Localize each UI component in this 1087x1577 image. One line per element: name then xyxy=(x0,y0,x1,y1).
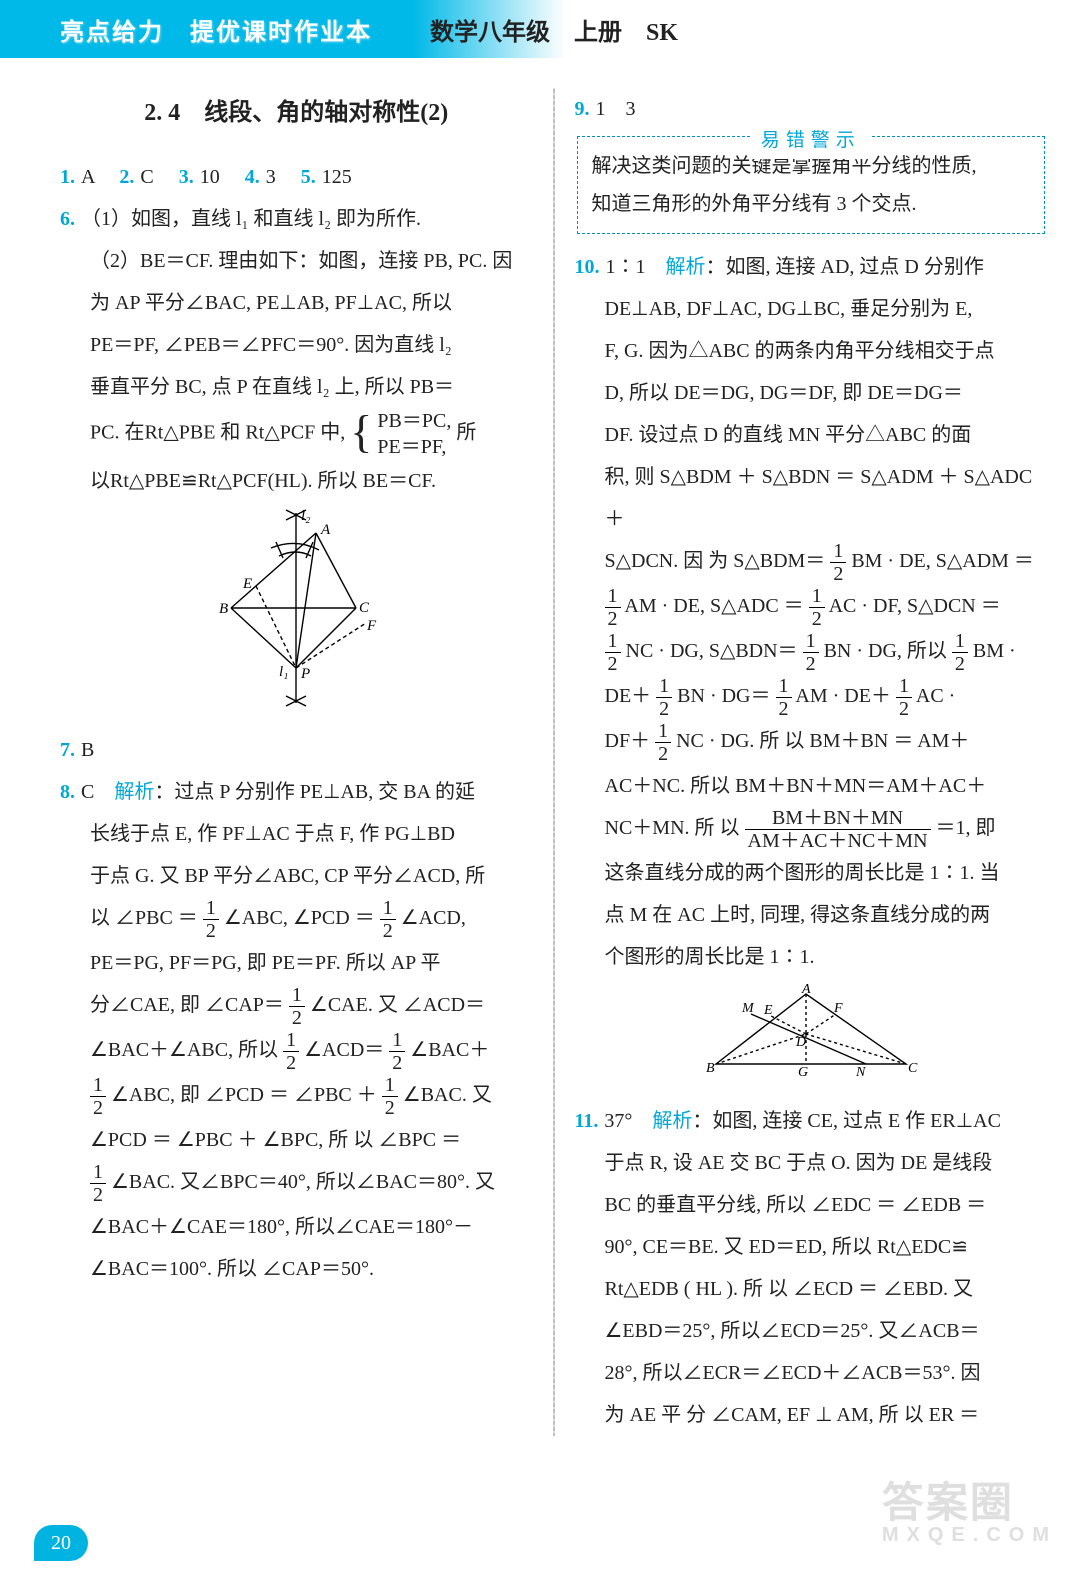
column-divider xyxy=(553,88,555,1436)
q6-diagram: l₂ A E B C F P l₁ xyxy=(60,508,533,723)
q8-line: 8.C 解析：过点 P 分别作 PE⊥AB, 交 BA 的延 xyxy=(60,771,533,813)
left-brace-icon: { xyxy=(350,410,372,454)
q5-num: 5. xyxy=(301,166,316,188)
q10-diagram: A M E F D B G N C xyxy=(575,984,1048,1094)
answers-row-1: 1.A 2.C 3.10 4.3 5.125 xyxy=(60,156,533,198)
warning-box: 易错警示 解决这类问题的关键是掌握角平分线的性质, 知道三角形的外角平分线有 3… xyxy=(577,136,1046,234)
warning-title: 易错警示 xyxy=(751,123,871,159)
header-series-title: 亮点给力 提优课时作业本 xyxy=(0,12,372,47)
watermark: 答案圈 MXQE.COM xyxy=(882,1469,1057,1547)
q11-line: 11.37° 解析：如图, 连接 CE, 过点 E 作 ER⊥AC xyxy=(575,1100,1048,1142)
svg-text:B: B xyxy=(706,1061,715,1076)
svg-text:P: P xyxy=(300,666,310,682)
svg-text:A: A xyxy=(320,522,331,538)
svg-text:l₁: l₁ xyxy=(279,664,288,680)
svg-text:C: C xyxy=(359,600,370,616)
svg-text:l₂: l₂ xyxy=(301,508,310,524)
q2-num: 2. xyxy=(119,166,134,188)
svg-text:C: C xyxy=(908,1061,918,1076)
left-column: 2. 4 线段、角的轴对称性(2) 1.A 2.C 3.10 4.3 5.125… xyxy=(60,88,533,1436)
svg-text:A: A xyxy=(801,984,811,997)
svg-text:D: D xyxy=(795,1035,806,1050)
header-book-title: 数学八年级 上册 SK xyxy=(430,12,678,47)
page-number: 20 xyxy=(34,1525,88,1561)
header-bar: 亮点给力 提优课时作业本 数学八年级 上册 SK xyxy=(0,0,1087,58)
page-body: 2. 4 线段、角的轴对称性(2) 1.A 2.C 3.10 4.3 5.125… xyxy=(0,58,1087,1436)
section-title: 2. 4 线段、角的轴对称性(2) xyxy=(60,88,533,138)
svg-text:N: N xyxy=(855,1065,866,1079)
svg-text:F: F xyxy=(366,618,377,634)
q6-line: 6.（1）如图，直线 l₁ 和直线 l₂ 即为所作. xyxy=(60,198,533,240)
q4-num: 4. xyxy=(245,166,260,188)
svg-text:M: M xyxy=(741,1001,755,1016)
q3-num: 3. xyxy=(179,166,194,188)
q1-num: 1. xyxy=(60,166,75,188)
q10-line: 10.1∶1 解析：如图, 连接 AD, 过点 D 分别作 xyxy=(575,246,1048,288)
svg-text:E: E xyxy=(763,1003,773,1018)
right-column: 9.1 3 易错警示 解决这类问题的关键是掌握角平分线的性质, 知道三角形的外角… xyxy=(575,88,1048,1436)
svg-text:G: G xyxy=(798,1065,808,1079)
svg-text:B: B xyxy=(219,601,228,617)
svg-text:E: E xyxy=(242,576,252,592)
q7-line: 7.B xyxy=(60,729,533,771)
svg-text:F: F xyxy=(833,1001,843,1016)
